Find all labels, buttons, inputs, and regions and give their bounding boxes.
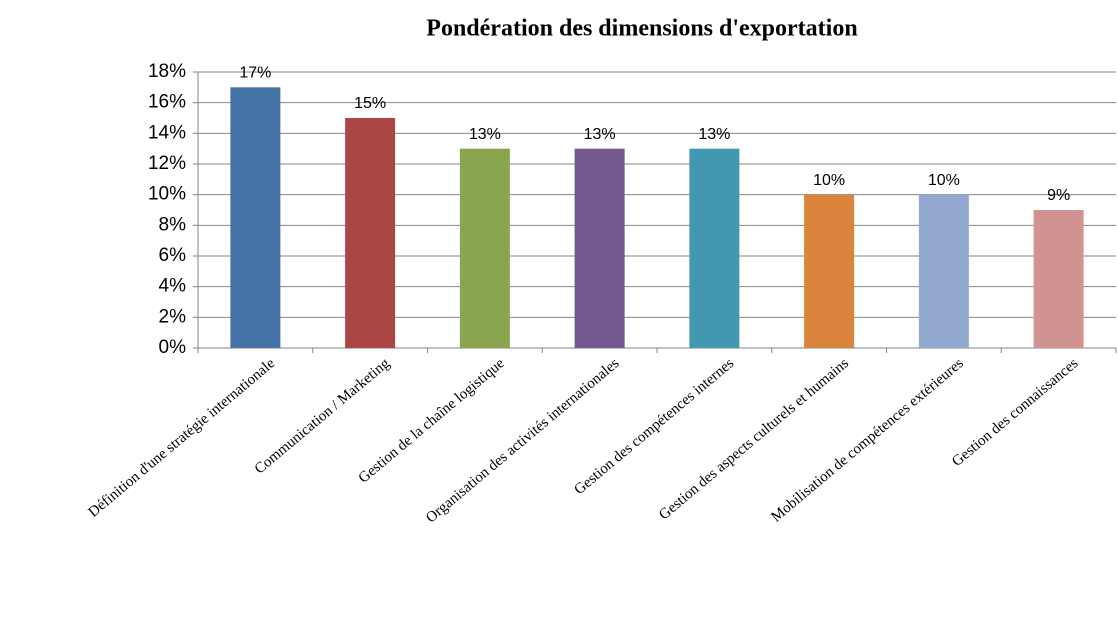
x-tick-label: Organisation des activités international… <box>423 355 622 526</box>
y-tick-label: 2% <box>159 306 187 327</box>
y-tick-label: 8% <box>159 214 187 235</box>
x-tick-label: Définition d'une stratégie international… <box>86 355 279 520</box>
x-tick-label: Communication / Marketing <box>252 355 394 477</box>
chart-title: Pondération des dimensions d'exportation <box>426 16 857 42</box>
bar <box>345 118 396 348</box>
value-label: 9% <box>1047 187 1070 204</box>
bar <box>804 194 855 348</box>
y-tick-label: 18% <box>148 61 186 82</box>
y-tick-label: 4% <box>159 276 187 297</box>
value-label: 10% <box>928 172 960 189</box>
y-tick-label: 12% <box>148 153 186 174</box>
value-label: 13% <box>469 126 501 143</box>
y-tick-label: 10% <box>148 184 186 205</box>
y-tick-label: 0% <box>159 337 187 358</box>
x-tick-label: Gestion des aspects culturels et humains <box>656 355 852 523</box>
y-tick-label: 6% <box>159 245 187 266</box>
y-tick-label: 14% <box>148 122 186 143</box>
bar <box>230 87 281 348</box>
bar <box>689 148 740 348</box>
bar <box>574 148 625 348</box>
bar <box>1033 210 1084 348</box>
y-tick-label: 16% <box>148 92 186 113</box>
bar <box>459 148 510 348</box>
x-tick-label: Gestion des connaissances <box>949 355 1081 470</box>
value-label: 17% <box>239 65 271 82</box>
bar <box>918 194 969 348</box>
value-label: 15% <box>354 95 386 112</box>
value-label: 13% <box>698 126 730 143</box>
value-label: 13% <box>584 126 616 143</box>
x-tick-label: Mobilisation de compétences extérieures <box>768 355 966 525</box>
value-label: 10% <box>813 172 845 189</box>
